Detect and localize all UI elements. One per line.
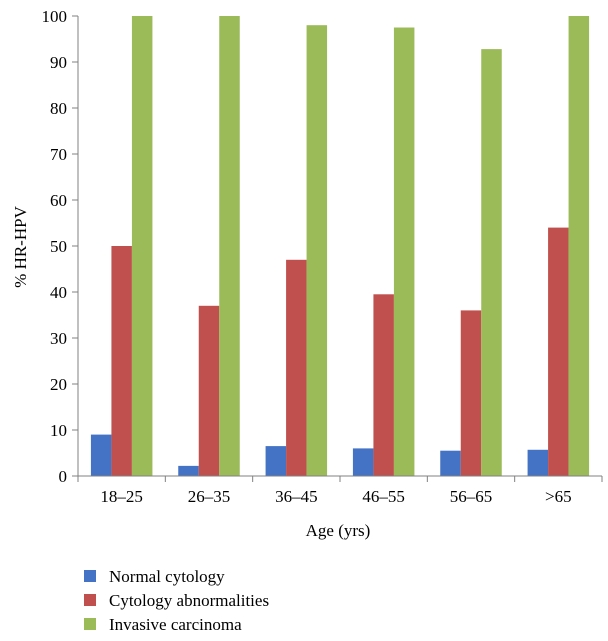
bar-normal-cytology-5	[440, 450, 461, 476]
bar-normal-cytology-2	[178, 465, 199, 476]
bar-normal-cytology-4	[352, 448, 374, 476]
x-tick-label: 56–65	[450, 487, 493, 506]
legend-label: Invasive carcinoma	[109, 615, 242, 634]
legend-swatch	[84, 570, 96, 582]
bar-cytology-abnormalities-5	[460, 310, 482, 476]
x-tick-label: >65	[545, 487, 572, 506]
legend-swatch	[84, 594, 96, 606]
bar-invasive-carcinoma-4	[393, 27, 415, 476]
bar-cytology-abnormalities-1	[111, 246, 132, 476]
legend-label: Normal cytology	[109, 567, 225, 586]
axes-layer	[77, 16, 602, 477]
y-tick-label: 30	[50, 329, 67, 348]
legend-swatch	[84, 618, 96, 630]
bar-invasive-carcinoma-2	[219, 16, 240, 476]
x-tick-label: 18–25	[100, 487, 143, 506]
y-tick-label: 10	[50, 421, 67, 440]
bar-invasive-carcinoma-1	[131, 16, 153, 476]
y-tick-label: 20	[50, 375, 67, 394]
y-tick-label: 0	[59, 467, 68, 486]
bar-invasive-carcinoma-5	[481, 49, 502, 477]
legend: Normal cytology Cytology abnormalities Inv…	[84, 567, 269, 634]
x-axis-title: Age (yrs)	[306, 521, 371, 540]
y-axis-title: % HR-HPV	[11, 205, 30, 287]
y-tick-label: 60	[50, 191, 67, 210]
x-tick-label: 46–55	[362, 487, 405, 506]
legend-label: Cytology abnormalities	[109, 591, 269, 610]
bar-cytology-abnormalities-3	[286, 259, 307, 476]
bar-normal-cytology-6	[527, 449, 549, 476]
bar-invasive-carcinoma-6	[568, 16, 590, 476]
x-tick-label: 26–35	[188, 487, 231, 506]
y-tick-label: 100	[42, 7, 68, 26]
bar-cytology-abnormalities-4	[373, 294, 394, 476]
bar-cytology-abnormalities-6	[548, 227, 569, 476]
bar-normal-cytology-1	[90, 434, 112, 476]
bars-layer	[90, 16, 590, 477]
x-tick-label: 36–45	[275, 487, 318, 506]
bar-invasive-carcinoma-3	[306, 25, 328, 476]
bar-cytology-abnormalities-2	[198, 305, 220, 476]
y-tick-label: 80	[50, 99, 67, 118]
bar-normal-cytology-3	[265, 446, 287, 476]
y-tick-label: 90	[50, 53, 67, 72]
y-tick-label: 70	[50, 145, 67, 164]
y-tick-label: 40	[50, 283, 67, 302]
ticks-layer: 0 10 20 30 40 50 60 70 80 90 100 18–25 26–35 36–45 46–…	[42, 7, 603, 506]
y-tick-label: 50	[50, 237, 67, 256]
